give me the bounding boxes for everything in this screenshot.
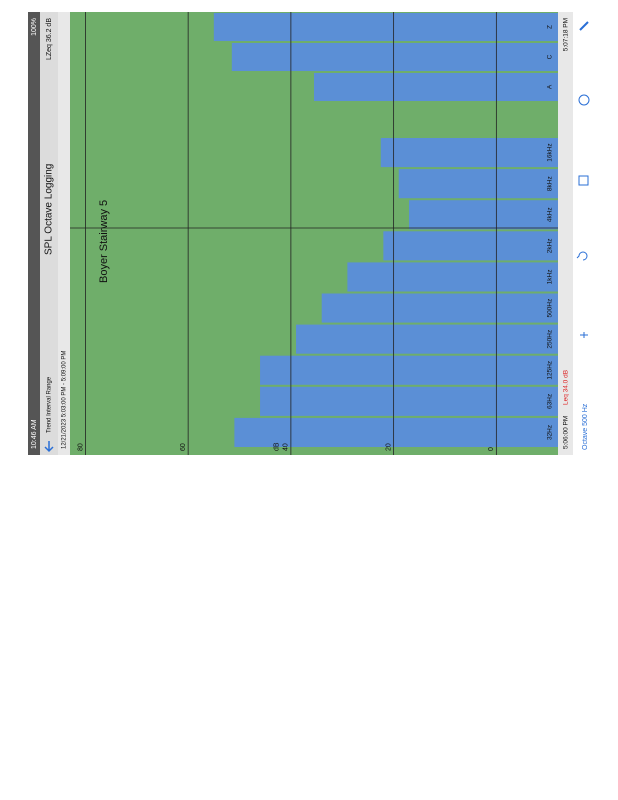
mic-icon[interactable]: [580, 332, 588, 338]
toolbar-label[interactable]: Octave 500 Hz: [582, 403, 589, 450]
bar: [296, 324, 558, 354]
bar: [347, 262, 558, 292]
undo-icon[interactable]: [576, 251, 588, 261]
bar: [213, 13, 558, 41]
y-axis-label: dB: [274, 442, 281, 451]
bar: [409, 200, 558, 230]
status-battery: 100%: [31, 18, 38, 36]
bar: [260, 355, 558, 385]
x-tick-label: C: [547, 54, 554, 59]
bar: [231, 43, 559, 71]
y-tick-label: 0: [488, 447, 495, 451]
bar: [234, 417, 559, 447]
footer-leq: Leq 34.0 dB: [563, 370, 570, 405]
bar: [383, 231, 559, 261]
bar: [321, 293, 558, 323]
x-tick-label: 125Hz: [547, 361, 554, 380]
x-tick-label: 2kHz: [547, 238, 554, 253]
x-tick-label: 1kHz: [547, 270, 554, 285]
page-icon[interactable]: [578, 175, 589, 186]
x-tick-label: 16kHz: [547, 143, 554, 161]
nav-left[interactable]: Trend Interval Range: [47, 376, 53, 433]
bar: [398, 169, 559, 199]
y-tick-label: 40: [283, 443, 290, 451]
footer-bar: [558, 12, 573, 455]
footer-start: 5:06:00 PM: [563, 416, 570, 449]
x-tick-label: 250Hz: [547, 330, 554, 349]
nav-right: LZeq 36.2 dB: [46, 18, 53, 60]
plot: 32Hz 63Hz 125Hz 250Hz 500Hz 1kHz 2kHz 4kHz 8kHz 1…: [77, 12, 559, 455]
nav-title: SPL Octave Logging: [44, 164, 55, 255]
x-tick-label: 32Hz: [547, 425, 554, 440]
bar: [260, 386, 558, 416]
y-tick-label: 60: [180, 443, 187, 451]
x-tick-label: A: [547, 84, 554, 89]
y-tick-label: 80: [77, 443, 84, 451]
nav-bar: [40, 12, 58, 455]
x-tick-label: 4kHz: [547, 207, 554, 222]
bar: [314, 73, 558, 101]
status-bar: [28, 12, 40, 455]
x-tick-label: 63Hz: [547, 394, 554, 409]
info-icon[interactable]: [578, 94, 590, 106]
bar: [380, 138, 559, 168]
screen: 10:46 AM 100% Trend Interval Range SPL O…: [28, 12, 595, 455]
back-button[interactable]: [44, 441, 54, 453]
status-time: 10:46 AM: [31, 419, 38, 449]
x-tick-label: 500Hz: [547, 299, 554, 318]
toolbar: [573, 12, 595, 455]
x-tick-label: 8kHz: [547, 176, 554, 191]
range-bar: [58, 12, 70, 455]
tool-icon[interactable]: [579, 21, 589, 31]
annotation: Boyer Stairway 5: [98, 200, 110, 283]
footer-end: 5:07:18 PM: [563, 18, 570, 51]
y-tick-label: 20: [385, 443, 392, 451]
range-text: 12/21/2023 5:03:00 PM - 5:09:00 PM: [62, 351, 68, 449]
x-tick-label: Z: [547, 25, 554, 29]
